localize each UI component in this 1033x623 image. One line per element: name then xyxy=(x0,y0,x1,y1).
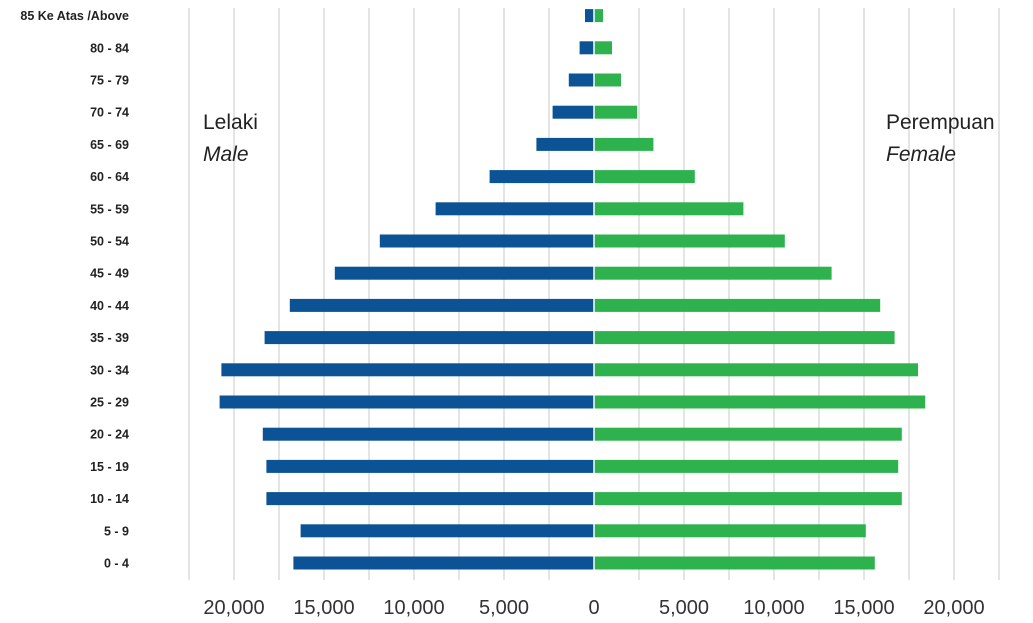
category-label: 10 - 14 xyxy=(90,492,129,506)
x-tick-label: 5,000 xyxy=(659,597,709,619)
male-bar xyxy=(489,170,594,184)
female-bar xyxy=(594,363,918,377)
female-bar xyxy=(594,170,695,184)
gridlines xyxy=(188,8,1000,580)
category-label: 30 - 34 xyxy=(90,363,129,377)
female-bar xyxy=(594,234,785,248)
category-label: 25 - 29 xyxy=(90,396,129,410)
x-tick-label: 15,000 xyxy=(293,597,354,619)
female-bar xyxy=(594,266,832,280)
x-tick-label: 10,000 xyxy=(743,597,804,619)
category-label: 80 - 84 xyxy=(90,41,129,55)
female-bar xyxy=(594,459,899,473)
category-label: 5 - 9 xyxy=(104,524,129,538)
category-label: 60 - 64 xyxy=(90,170,129,184)
category-label: 40 - 44 xyxy=(90,299,129,313)
male-bar xyxy=(293,556,594,570)
female-bar xyxy=(594,556,875,570)
x-tick-label: 5,000 xyxy=(479,597,529,619)
x-tick-label: 10,000 xyxy=(383,597,444,619)
male-bar xyxy=(585,9,594,23)
category-label: 85 Ke Atas /Above xyxy=(20,9,129,23)
male-bar xyxy=(379,234,594,248)
category-label: 35 - 39 xyxy=(90,331,129,345)
category-label: 50 - 54 xyxy=(90,235,129,249)
bars xyxy=(219,8,926,580)
female-bar xyxy=(594,331,895,345)
category-label: 75 - 79 xyxy=(90,74,129,88)
male-bar xyxy=(219,395,594,409)
female-bar xyxy=(594,41,612,55)
male-bar xyxy=(221,363,594,377)
category-label: 70 - 74 xyxy=(90,106,129,120)
male-bar xyxy=(568,73,594,87)
male-bar xyxy=(552,105,594,119)
male-bar xyxy=(262,427,594,441)
x-tick-label: 0 xyxy=(588,597,599,619)
x-tick-labels: 20,000 15,000 10,000 5,000 0 5,000 10,000 15,00… xyxy=(203,597,984,619)
left-title: Lelaki xyxy=(203,111,258,134)
female-bar xyxy=(594,492,902,506)
male-bar xyxy=(266,492,594,506)
female-bar xyxy=(594,395,926,409)
female-bar xyxy=(594,137,654,151)
right-title: Perempuan xyxy=(886,111,995,134)
category-label: 0 - 4 xyxy=(104,557,129,571)
x-tick-label: 20,000 xyxy=(203,597,264,619)
male-bar xyxy=(435,202,594,216)
male-bar xyxy=(266,459,594,473)
male-bar xyxy=(300,524,594,538)
female-bar xyxy=(594,202,744,216)
category-label: 55 - 59 xyxy=(90,202,129,216)
male-bar xyxy=(334,266,594,280)
female-bar xyxy=(594,9,603,23)
female-bar xyxy=(594,73,621,87)
male-bar xyxy=(264,331,594,345)
female-bar xyxy=(594,105,638,119)
category-label: 65 - 69 xyxy=(90,138,129,152)
male-bar xyxy=(289,298,594,312)
male-bar xyxy=(536,137,594,151)
female-bar xyxy=(594,427,902,441)
right-subtitle: Female xyxy=(886,143,956,166)
category-label: 20 - 24 xyxy=(90,428,129,442)
left-subtitle: Male xyxy=(203,143,249,166)
male-bar xyxy=(579,41,594,55)
x-tick-label: 20,000 xyxy=(923,597,984,619)
x-tick-label: 15,000 xyxy=(833,597,894,619)
category-labels: 0 - 4 5 - 9 10 - 14 15 - 19 20 - 24 25 - 29 30… xyxy=(20,9,129,570)
female-bar xyxy=(594,524,866,538)
female-bar xyxy=(594,298,881,312)
category-label: 15 - 19 xyxy=(90,460,129,474)
category-label: 45 - 49 xyxy=(90,267,129,281)
